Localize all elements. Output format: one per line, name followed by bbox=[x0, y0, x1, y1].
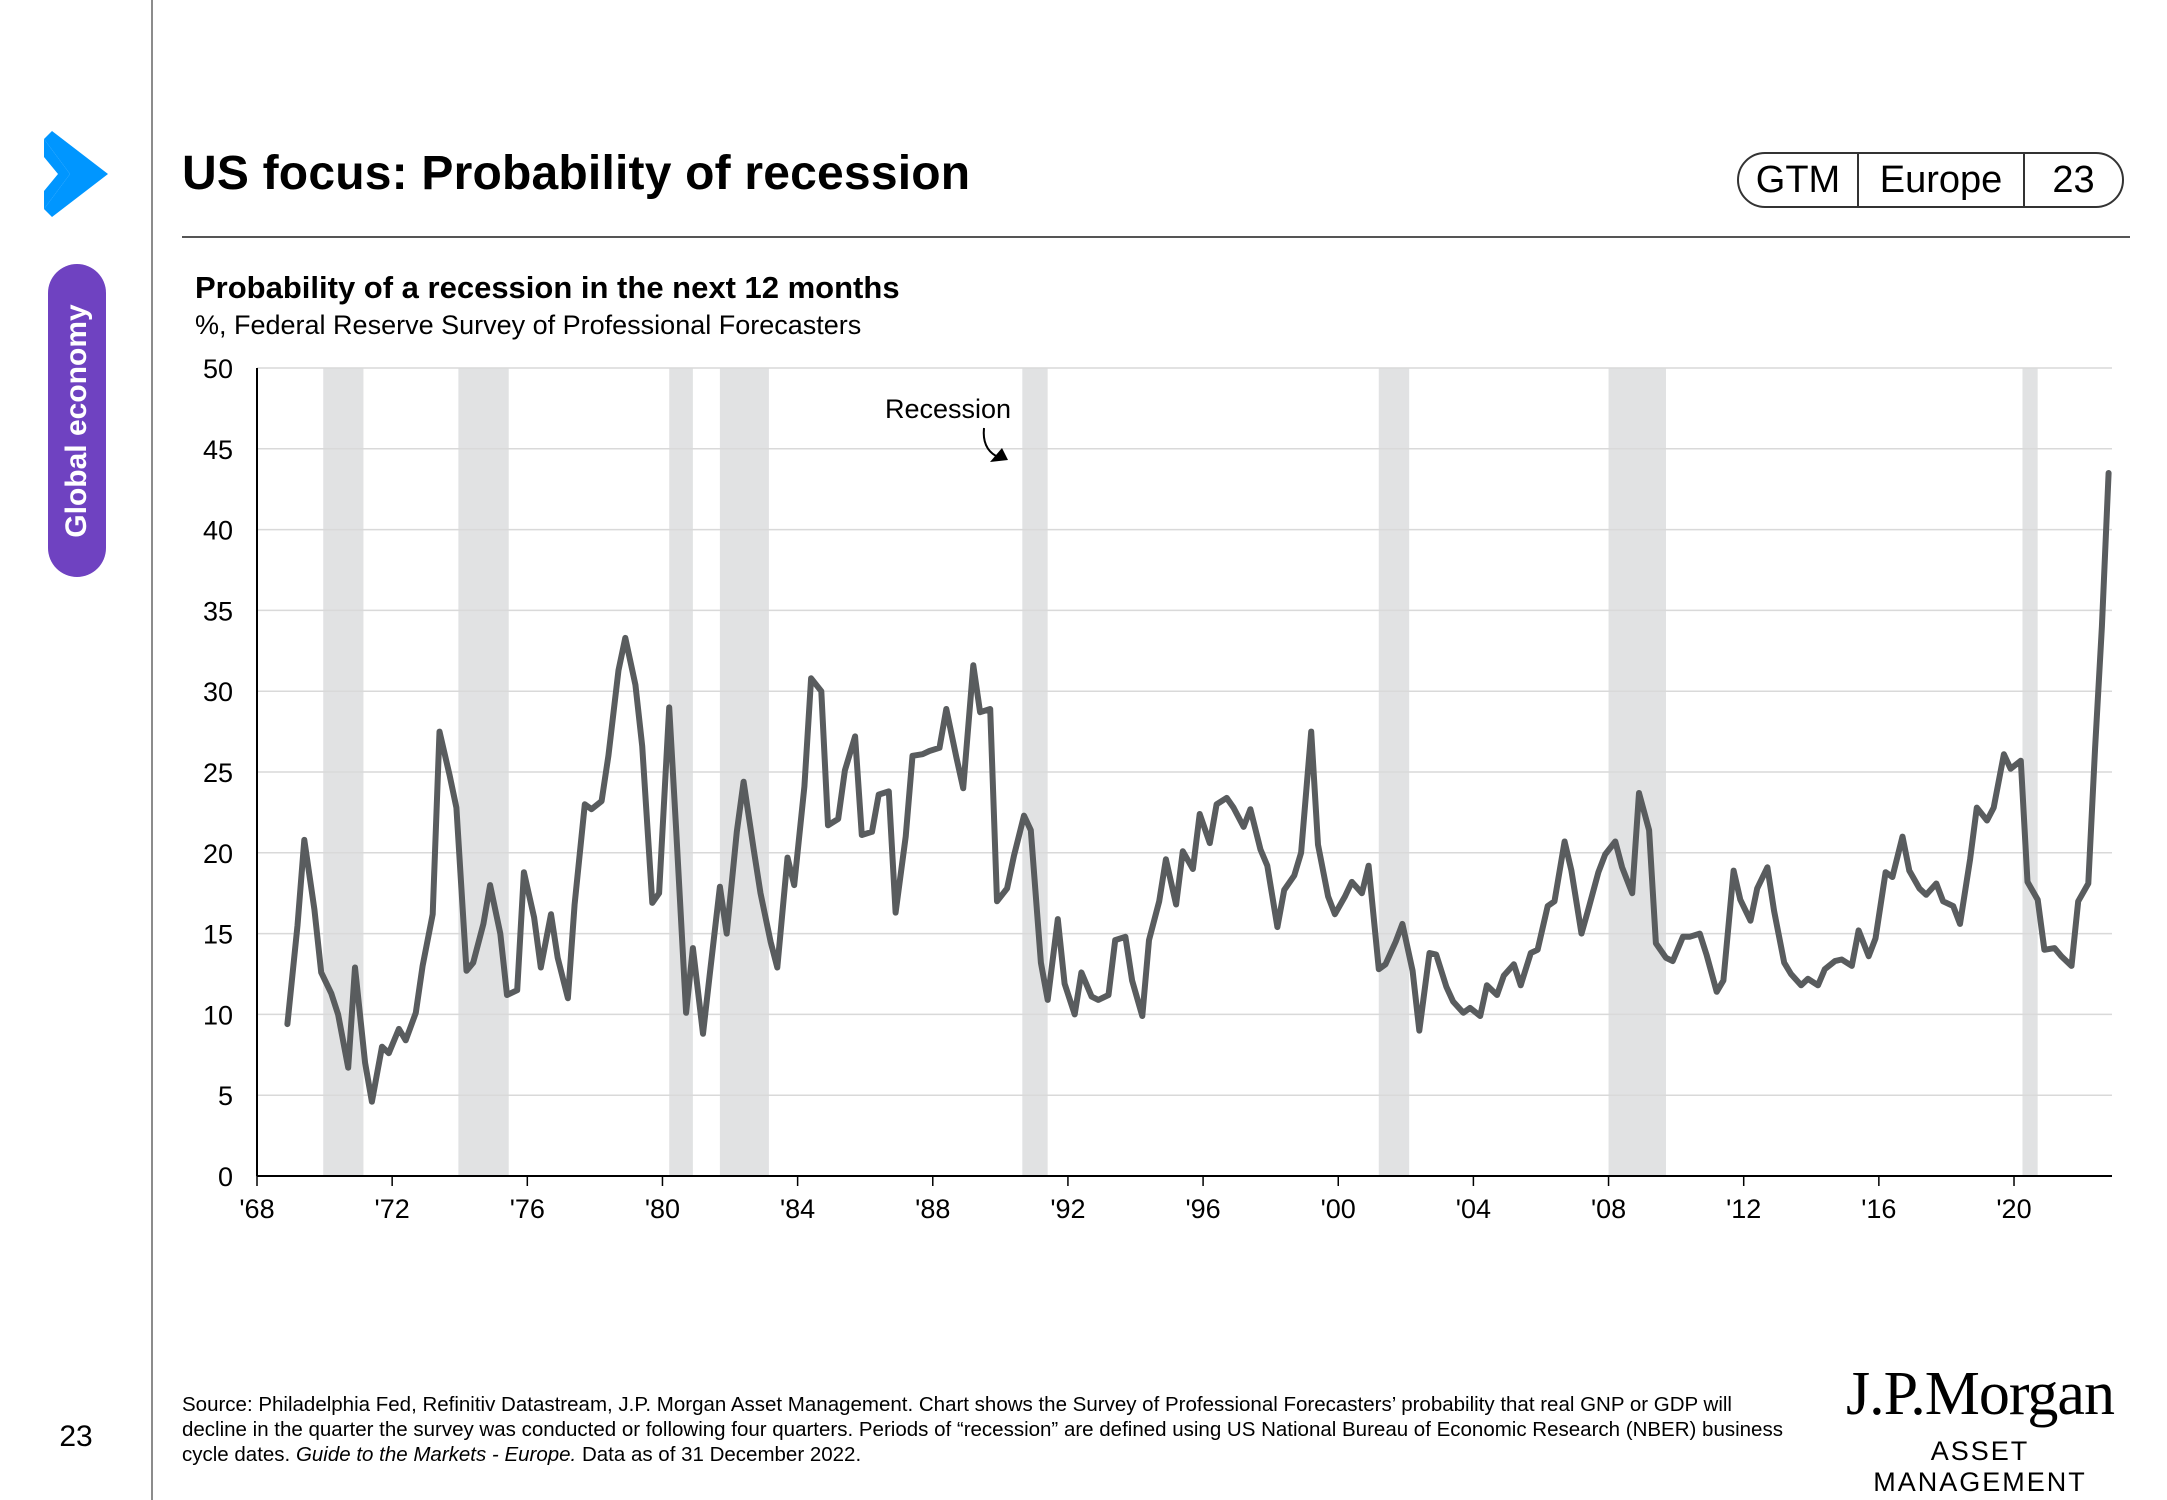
y-tick-label: 50 bbox=[203, 354, 233, 384]
x-tick-label: '80 bbox=[645, 1194, 680, 1224]
source-note: Source: Philadelphia Fed, Refinitiv Data… bbox=[182, 1392, 1802, 1467]
y-tick-label: 25 bbox=[203, 758, 233, 788]
badge-gtm: GTM bbox=[1739, 154, 1859, 206]
recession-annotation: Recession bbox=[885, 394, 1011, 424]
jpmorgan-logo: J.P.Morgan ASSET MANAGEMENT bbox=[1830, 1360, 2130, 1498]
left-divider bbox=[151, 0, 153, 1500]
x-tick-label: '20 bbox=[1996, 1194, 2031, 1224]
annotation-arrow bbox=[982, 427, 997, 457]
y-tick-label: 30 bbox=[203, 677, 233, 707]
annotation-arrowhead bbox=[990, 448, 1008, 462]
header-divider bbox=[182, 236, 2130, 238]
x-tick-label: '76 bbox=[510, 1194, 545, 1224]
page-title: US focus: Probability of recession bbox=[182, 147, 971, 200]
page-number: 23 bbox=[59, 1420, 93, 1453]
source-date: Data as of 31 December 2022. bbox=[576, 1443, 862, 1466]
x-tick-label: '04 bbox=[1456, 1194, 1491, 1224]
section-tab[interactable]: Global economy bbox=[48, 264, 106, 577]
source-text: Source: Philadelphia Fed, Refinitiv Data… bbox=[182, 1393, 1783, 1466]
chevron-right-icon bbox=[44, 131, 108, 217]
x-tick-label: '16 bbox=[1861, 1194, 1896, 1224]
y-tick-label: 0 bbox=[218, 1162, 233, 1192]
y-tick-label: 15 bbox=[203, 920, 233, 950]
x-tick-label: '08 bbox=[1591, 1194, 1626, 1224]
chart-subtitle: %, Federal Reserve Survey of Professiona… bbox=[195, 310, 862, 340]
chart-title: Probability of a recession in the next 1… bbox=[195, 270, 900, 305]
x-tick-label: '92 bbox=[1050, 1194, 1085, 1224]
source-guide: Guide to the Markets - Europe. bbox=[295, 1443, 577, 1466]
y-tick-label: 10 bbox=[203, 1000, 233, 1030]
y-tick-label: 20 bbox=[203, 839, 233, 869]
y-tick-label: 35 bbox=[203, 596, 233, 626]
x-tick-label: '96 bbox=[1185, 1194, 1220, 1224]
x-tick-label: '00 bbox=[1321, 1194, 1356, 1224]
y-tick-label: 45 bbox=[203, 435, 233, 465]
y-tick-label: 5 bbox=[218, 1081, 233, 1111]
logo-subline: ASSET MANAGEMENT bbox=[1873, 1436, 2087, 1497]
x-tick-label: '72 bbox=[375, 1194, 410, 1224]
probability-line bbox=[284, 470, 2112, 1105]
badge-page: 23 bbox=[2052, 158, 2095, 201]
x-tick-label: '68 bbox=[239, 1194, 274, 1224]
x-tick-label: '12 bbox=[1726, 1194, 1761, 1224]
badge-region: Europe bbox=[1859, 154, 2025, 206]
guide-badge: GTM Europe 23 bbox=[1737, 152, 2124, 208]
x-tick-label: '88 bbox=[915, 1194, 950, 1224]
logo-wordmark: J.P.Morgan bbox=[1846, 1360, 2115, 1428]
y-tick-label: 40 bbox=[203, 516, 233, 546]
x-tick-label: '84 bbox=[780, 1194, 815, 1224]
